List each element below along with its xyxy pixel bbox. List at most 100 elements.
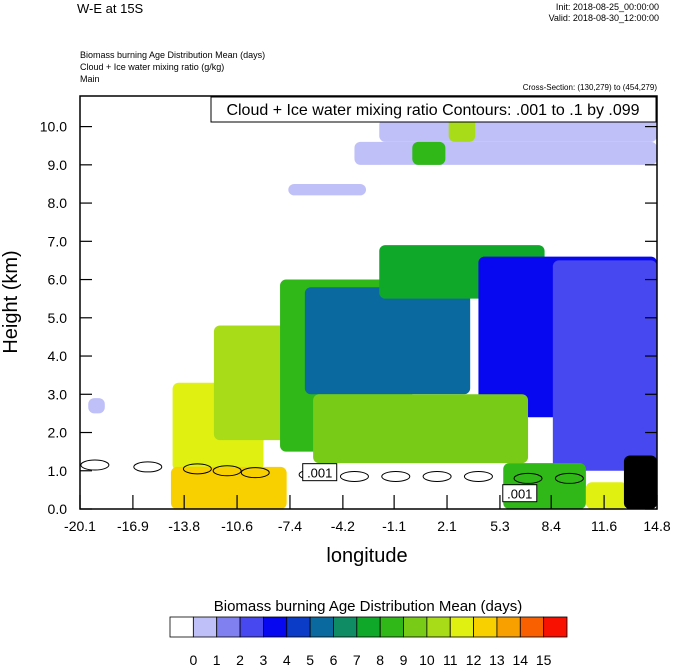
y-tick-label: 3.0	[48, 386, 68, 402]
colorbar-label: 6	[330, 652, 338, 667]
region-cirrus-2	[354, 141, 657, 165]
colorbar-swatch	[169, 616, 194, 638]
y-tick-label: 0.0	[48, 501, 68, 517]
region-terrain	[623, 455, 657, 509]
contour-loop	[463, 470, 493, 482]
init-time: Init: 2018-08-25_00:00:00	[555, 2, 659, 12]
contour-loop	[212, 465, 242, 477]
region-surface-yellow-east	[585, 482, 628, 509]
contour-loop	[422, 470, 452, 482]
contour-loop	[240, 467, 270, 479]
colorbar-swatch	[473, 616, 498, 638]
colorbar-swatch	[239, 616, 264, 638]
domain-label: Main	[80, 74, 100, 84]
y-axis: 0.0 1.0 2.0 3.0 4.0 5.0 6.0 7.0 8.0 9.0 10.0	[40, 119, 657, 517]
x-tick-label: -16.9	[117, 518, 149, 534]
contour-value-box	[502, 484, 538, 503]
colorbar-label: 15	[536, 652, 552, 667]
y-tick-label: 8.0	[48, 195, 68, 211]
colorbar-label: 5	[306, 652, 314, 667]
region-cirrus-1	[288, 183, 367, 196]
colorbar-swatch	[356, 616, 381, 638]
y-tick-label: 9.0	[48, 157, 68, 173]
colorbar-swatch	[426, 616, 451, 638]
x-tick-label: 11.6	[591, 518, 617, 534]
contour-loop	[80, 459, 110, 471]
field-description-1: Biomass burning Age Distribution Mean (d…	[80, 50, 266, 60]
x-axis-title: longitude	[326, 545, 407, 567]
x-tick-label: -13.8	[168, 518, 200, 534]
region-upper-green	[412, 141, 446, 165]
contour-loop	[554, 472, 584, 484]
y-tick-label: 10.0	[40, 119, 67, 135]
plot-frame	[79, 95, 658, 510]
colorbar-label: 11	[443, 652, 458, 667]
colorbar-label: 2	[236, 652, 244, 667]
contour-value-label: .001	[307, 466, 332, 481]
colorbar: 0 1 2 3 4 5 6 7 8 9 10 11 12 13 14 15	[169, 616, 568, 667]
y-tick-label: 6.0	[48, 272, 68, 288]
region-plume-east-core	[552, 260, 657, 471]
field-description-2: Cloud + Ice water mixing ratio (g/kg)	[80, 62, 225, 72]
y-tick-label: 7.0	[48, 233, 68, 249]
colorbar-swatch	[379, 616, 404, 638]
x-tick-label: -10.6	[221, 518, 253, 534]
colorbar-swatch	[403, 616, 428, 638]
x-tick-label: -1.1	[382, 518, 406, 534]
region-plume-lower	[313, 394, 529, 464]
colorbar-label: 3	[260, 652, 268, 667]
colorbar-swatch	[519, 616, 545, 638]
y-axis-title: Height (km)	[0, 250, 22, 353]
contour-value-label: .001	[507, 487, 532, 502]
shaded-regions	[88, 99, 657, 509]
colorbar-swatch	[286, 616, 311, 638]
x-tick-label: 2.1	[437, 518, 457, 534]
region-plume-mid-teal	[304, 287, 471, 395]
contour-info-box	[210, 96, 657, 123]
contour-loop	[381, 470, 411, 482]
x-tick-label: 14.8	[643, 518, 670, 534]
x-tick-label: -7.4	[278, 518, 302, 534]
colorbar-label: 0	[189, 652, 197, 667]
colorbar-swatch	[333, 616, 358, 638]
valid-time: Valid: 2018-08-30_12:00:00	[548, 13, 659, 23]
cross-section-label: Cross-Section: (130,279) to (454,279)	[522, 83, 657, 92]
colorbar-swatch	[543, 616, 568, 638]
y-tick-label: 4.0	[48, 348, 68, 364]
colorbar-label: 14	[513, 652, 529, 667]
contour-loop	[182, 463, 212, 475]
colorbar-label: 10	[419, 652, 435, 667]
plot-title: W-E at 15S	[77, 1, 144, 16]
contour-value-labels: .001 .001	[302, 463, 538, 503]
colorbar-swatch	[192, 616, 218, 638]
contour-info-label: Cloud + Ice water mixing ratio Contours:…	[226, 102, 639, 119]
contour-loop	[133, 461, 163, 473]
colorbar-swatch	[309, 616, 334, 638]
colorbar-label: 7	[353, 652, 361, 667]
region-far-west-column	[88, 398, 105, 414]
colorbar-label: 13	[489, 652, 505, 667]
x-tick-label: 8.4	[541, 518, 561, 534]
colorbar-swatch	[496, 616, 521, 638]
x-tick-label: 5.3	[490, 518, 510, 534]
colorbar-label: 4	[283, 652, 291, 667]
contour-loop	[513, 472, 543, 484]
colorbar-label: 9	[400, 652, 408, 667]
y-tick-label: 2.0	[48, 425, 68, 441]
y-tick-label: 5.0	[48, 310, 68, 326]
colorbar-label: 8	[376, 652, 384, 667]
x-tick-label: -20.1	[64, 518, 96, 534]
contour-loop	[339, 470, 369, 482]
x-tick-label: -4.2	[331, 518, 355, 534]
colorbar-swatch	[216, 616, 241, 638]
colorbar-label: 1	[213, 652, 221, 667]
colorbar-title: Biomass burning Age Distribution Mean (d…	[214, 598, 522, 615]
colorbar-swatch	[263, 616, 288, 638]
region-plume-west-green	[213, 325, 289, 441]
x-axis: -20.1 -16.9 -13.8 -10.6 -7.4 -4.2 -1.1 2.1 5.3 8.…	[64, 495, 671, 534]
colorbar-label: 12	[466, 652, 482, 667]
colorbar-swatch	[449, 616, 474, 638]
y-tick-label: 1.0	[48, 463, 68, 479]
contour-value-box	[302, 463, 338, 482]
